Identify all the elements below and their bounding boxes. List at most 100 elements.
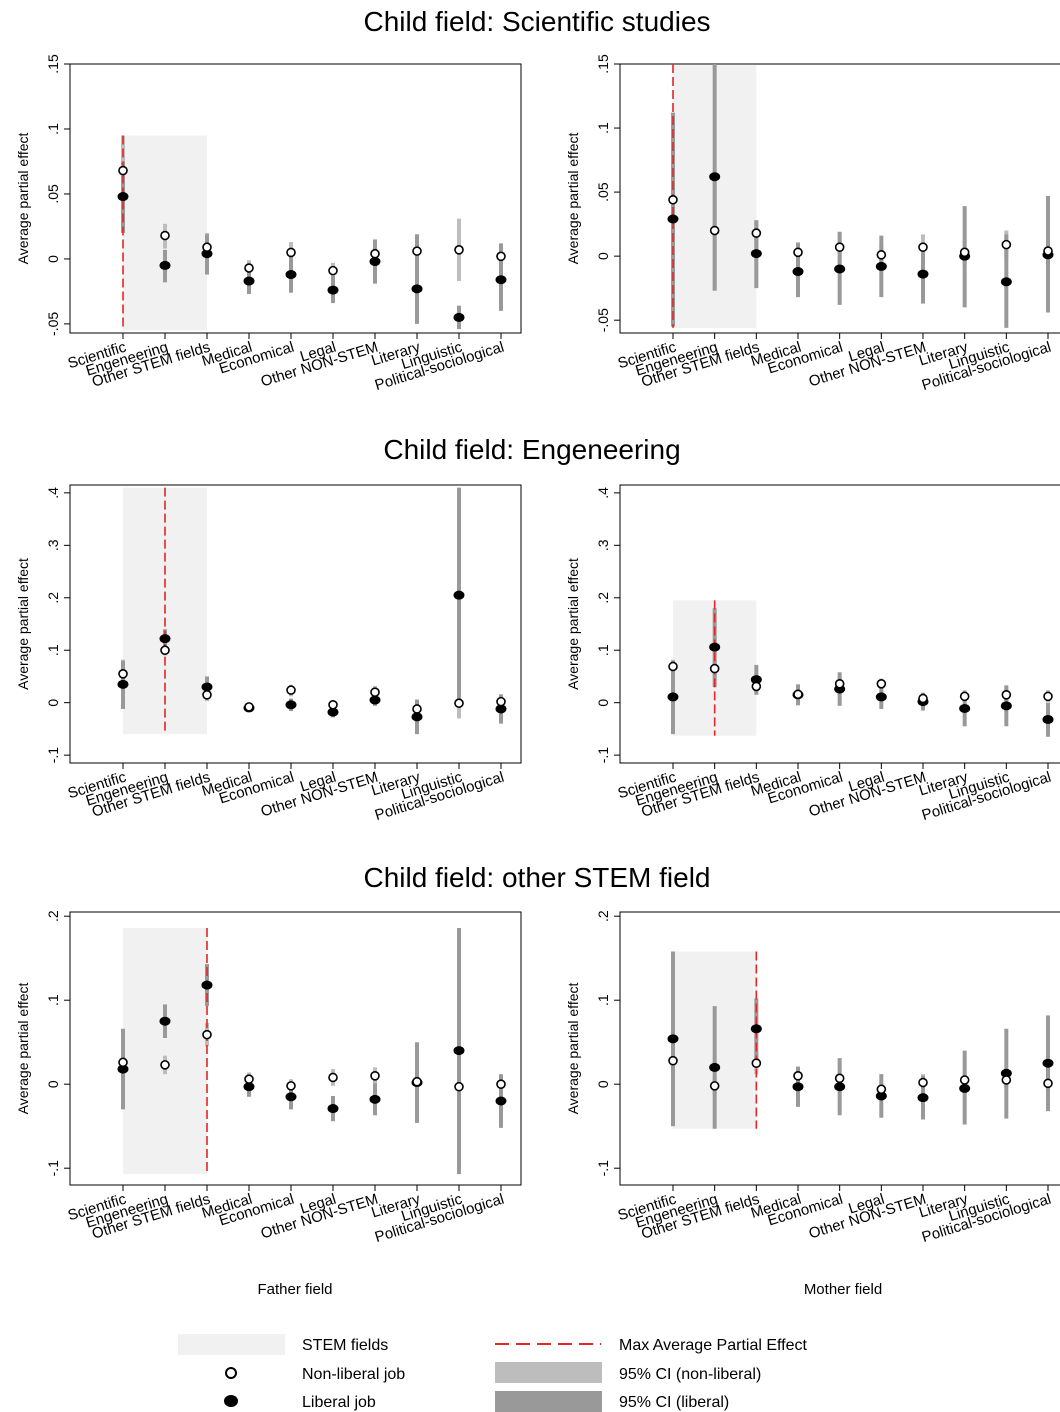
legend: STEM fields Non-liberal job Liberal job …	[178, 1334, 808, 1412]
nonliberal-point	[1001, 1075, 1012, 1085]
liberal-point	[750, 675, 762, 685]
liberal-point	[875, 692, 887, 702]
row-title-other-stem: Child field: other STEM field	[363, 862, 710, 893]
y-tick-label: .2	[595, 592, 611, 604]
nonliberal-point	[959, 247, 970, 258]
nonliberal-point	[118, 669, 128, 679]
legend-ci-liberal-swatch	[495, 1391, 602, 1412]
liberal-point	[495, 275, 507, 285]
nonliberal-point	[202, 242, 212, 253]
nonliberal-point	[834, 678, 845, 689]
liberal-point	[243, 276, 255, 286]
liberal-point	[201, 980, 213, 990]
nonliberal-point	[668, 1055, 678, 1066]
nonliberal-point	[370, 1071, 380, 1081]
y-tick-label: .05	[595, 182, 611, 202]
liberal-point	[243, 1082, 255, 1092]
nonliberal-point	[1001, 690, 1012, 700]
liberal-point	[1042, 714, 1054, 724]
y-tick-label: -.05	[595, 308, 611, 332]
nonliberal-point	[918, 693, 928, 704]
legend-ci-liberal-label: 95% CI (liberal)	[619, 1394, 729, 1411]
y-tick-label: 0	[45, 1080, 61, 1088]
nonliberal-point	[454, 698, 464, 709]
legend-ci-nonliberal-label: 95% CI (non-liberal)	[619, 1366, 761, 1383]
y-tick-label: .05	[45, 184, 61, 204]
xlabel-mother-field: Mother field	[804, 1281, 882, 1298]
nonliberal-point	[118, 165, 128, 176]
nonliberal-point	[709, 225, 720, 236]
liberal-point	[834, 264, 846, 274]
nonliberal-point	[751, 1058, 762, 1068]
nonliberal-point	[160, 645, 170, 656]
nonliberal-point	[286, 685, 296, 695]
nonliberal-point	[496, 251, 506, 262]
y-tick-label: -.1	[45, 1160, 61, 1177]
liberal-point	[117, 679, 129, 689]
nonliberal-point	[328, 1072, 338, 1083]
liberal-point	[285, 270, 297, 280]
nonliberal-point	[454, 245, 464, 255]
legend-stem-swatch	[178, 1334, 285, 1355]
liberal-point	[285, 700, 297, 710]
y-tick-label: 0	[45, 255, 61, 263]
legend-nonliberal-label: Non-liberal job	[302, 1366, 405, 1383]
y-tick-label: .3	[45, 539, 61, 551]
liberal-point	[369, 695, 381, 705]
liberal-point	[369, 1094, 381, 1104]
nonliberal-point	[876, 250, 887, 260]
y-axis-label: Average partial effect	[15, 558, 31, 690]
liberal-point	[875, 1091, 887, 1101]
legend-nonliberal-marker	[225, 1367, 237, 1379]
nonliberal-point	[751, 228, 762, 238]
y-tick-label: -.1	[595, 747, 611, 764]
legend-liberal-marker	[224, 1395, 238, 1407]
liberal-point	[327, 285, 339, 295]
nonliberal-point	[118, 1057, 128, 1068]
y-tick-label: 0	[595, 1080, 611, 1088]
nonliberal-point	[328, 265, 338, 276]
nonliberal-point	[1043, 691, 1053, 702]
nonliberal-point	[244, 702, 254, 712]
liberal-point	[959, 1083, 971, 1093]
liberal-point	[750, 249, 762, 259]
y-tick-label: 0	[595, 252, 611, 260]
y-axis-label: Average partial effect	[15, 982, 31, 1114]
nonliberal-point	[918, 242, 928, 252]
row-title-engeneering: Child field: Engeneering	[383, 434, 680, 465]
nonliberal-point	[412, 704, 422, 714]
nonliberal-point	[1043, 1078, 1053, 1089]
y-tick-label: 0	[45, 699, 61, 707]
liberal-point	[327, 1104, 339, 1114]
liberal-point	[369, 257, 381, 267]
y-tick-label: .1	[45, 994, 61, 1006]
liberal-point	[201, 249, 213, 259]
liberal-point	[327, 707, 339, 717]
liberal-point	[1000, 1068, 1012, 1078]
legend-ci-nonliberal-swatch	[495, 1362, 602, 1383]
liberal-point	[667, 214, 679, 224]
y-tick-label: .4	[45, 487, 61, 499]
legend-stem-label: STEM fields	[302, 1337, 388, 1354]
nonliberal-point	[918, 1077, 928, 1088]
nonliberal-point	[959, 1075, 970, 1085]
liberal-point	[453, 1046, 465, 1056]
stem-shade	[123, 927, 207, 1175]
nonliberal-point	[668, 661, 678, 672]
liberal-point	[201, 682, 213, 692]
y-axis-label: Average partial effect	[565, 132, 581, 264]
liberal-point	[495, 1096, 507, 1106]
y-tick-label: -.05	[45, 312, 61, 336]
nonliberal-point	[496, 1079, 506, 1089]
nonliberal-point	[959, 691, 970, 702]
nonliberal-point	[244, 1074, 254, 1084]
liberal-point	[453, 312, 465, 322]
nonliberal-point	[412, 1076, 422, 1087]
nonliberal-point	[328, 699, 338, 710]
liberal-point	[117, 1064, 129, 1074]
nonliberal-point	[202, 690, 212, 700]
liberal-point	[792, 267, 804, 277]
